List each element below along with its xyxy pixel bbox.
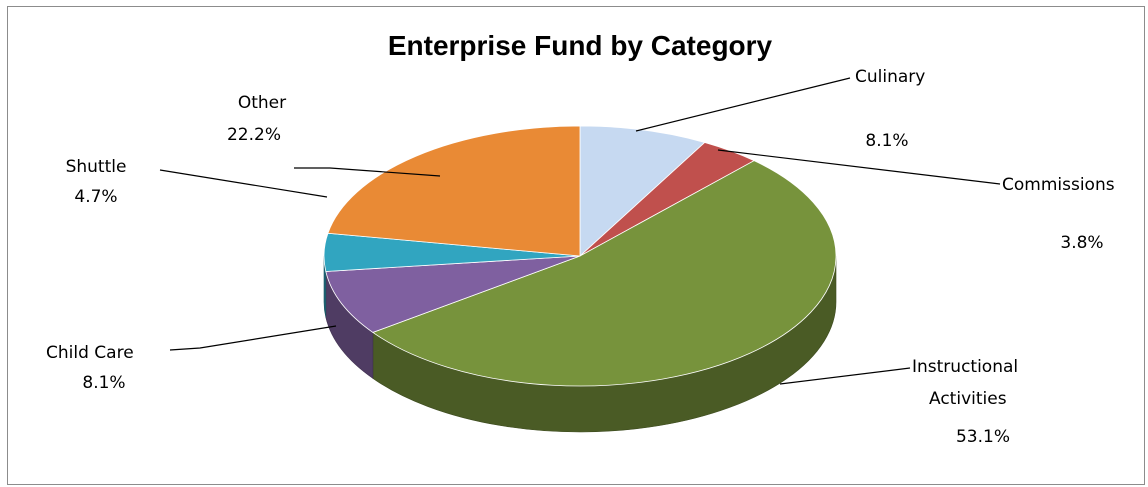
leader-line-instructional — [779, 367, 911, 385]
leader-line-shuttle — [159, 169, 328, 198]
leader-line-other — [294, 167, 441, 177]
leader-line-commissions — [717, 149, 1001, 185]
slice-child-care[interactable] — [325, 255, 581, 333]
label-childcare-name: Child Care — [46, 343, 134, 363]
slice-instructional-activities[interactable] — [372, 160, 837, 387]
label-other-value: 22.2% — [227, 125, 281, 145]
label-other-name: Other — [238, 93, 286, 113]
label-instructional-name-1: Instructional Activities — [912, 357, 1018, 409]
slice-other[interactable] — [327, 125, 581, 257]
label-childcare-value: 8.1% — [82, 373, 125, 393]
label-commissions-value: 3.8% — [1060, 233, 1103, 253]
pie-slices — [323, 125, 837, 387]
leader-lines — [159, 77, 1001, 385]
chart-title: Enterprise Fund by Category — [387, 30, 773, 61]
leader-line-child-care — [169, 325, 337, 351]
label-shuttle-value: 4.7% — [74, 187, 117, 207]
label-instructional-value: 53.1% — [956, 427, 1010, 447]
leader-line-culinary — [635, 77, 851, 132]
label-shuttle-name: Shuttle — [66, 157, 127, 177]
slice-culinary[interactable] — [579, 125, 706, 257]
label-culinary-name: Culinary — [855, 67, 925, 87]
label-commissions-name: Commissions — [1002, 175, 1115, 195]
label-culinary-value: 8.1% — [865, 131, 908, 151]
